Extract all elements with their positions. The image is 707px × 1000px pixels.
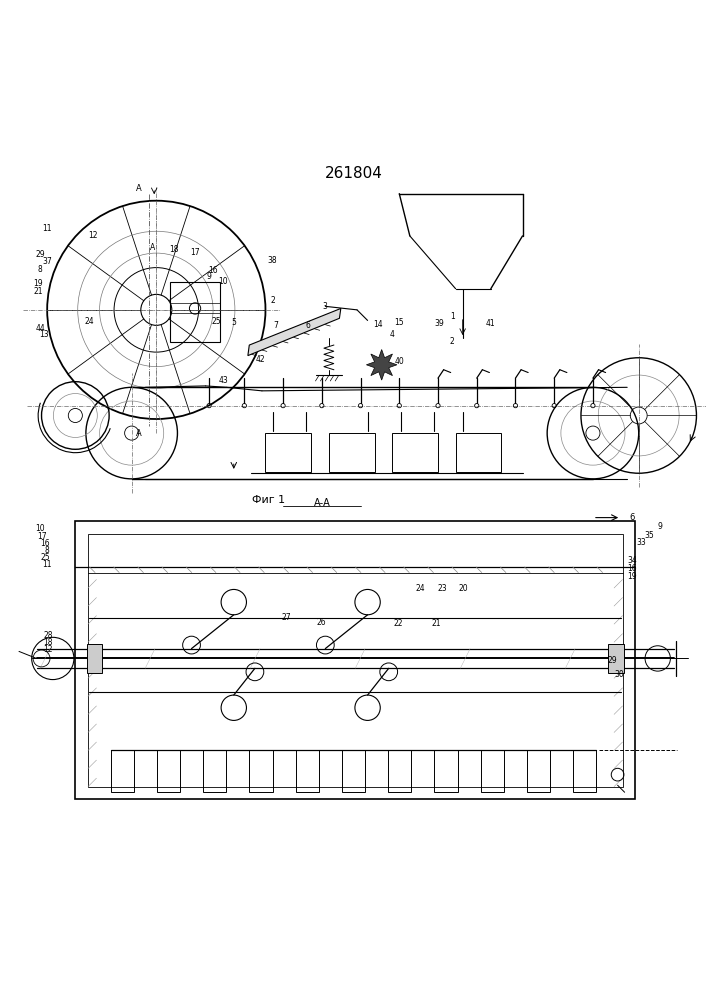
Bar: [250, 750, 272, 792]
Bar: [157, 750, 180, 792]
Text: 25: 25: [211, 317, 221, 326]
Bar: [265, 433, 311, 472]
Text: 35: 35: [644, 531, 654, 540]
Bar: [170, 282, 220, 342]
Text: А: А: [136, 184, 141, 193]
Bar: [110, 750, 134, 792]
Text: 18: 18: [169, 245, 179, 254]
Text: 28: 28: [43, 631, 52, 640]
Text: 41: 41: [486, 319, 496, 328]
Text: 26: 26: [317, 618, 327, 627]
Bar: [342, 750, 365, 792]
Text: 7: 7: [274, 321, 279, 330]
Text: 44: 44: [35, 324, 45, 333]
Text: 19: 19: [33, 279, 43, 288]
Text: 11: 11: [42, 560, 51, 569]
Bar: [86, 644, 102, 673]
Bar: [481, 750, 504, 792]
Polygon shape: [366, 350, 397, 380]
Bar: [573, 750, 597, 792]
Text: 12: 12: [88, 231, 98, 240]
Text: 17: 17: [37, 532, 47, 541]
Text: 2: 2: [270, 296, 275, 305]
Text: 9: 9: [206, 272, 211, 281]
Text: 21: 21: [432, 619, 441, 628]
Text: 29: 29: [35, 250, 45, 259]
Text: А: А: [136, 429, 141, 438]
Text: 2: 2: [450, 337, 455, 346]
Text: 25: 25: [40, 553, 50, 562]
Text: 8: 8: [37, 265, 42, 274]
Text: 15: 15: [395, 318, 404, 327]
Text: 40: 40: [395, 357, 404, 366]
Text: 17: 17: [190, 248, 200, 257]
Text: 30: 30: [615, 670, 624, 679]
Bar: [329, 433, 375, 472]
Text: 16: 16: [208, 266, 218, 275]
Text: 261804: 261804: [325, 166, 382, 181]
Text: 9: 9: [658, 522, 662, 531]
Bar: [609, 644, 624, 673]
Text: 8: 8: [44, 546, 49, 555]
Text: A: A: [150, 243, 156, 252]
Text: 6: 6: [305, 321, 310, 330]
Text: 19: 19: [628, 572, 637, 581]
Text: 37: 37: [42, 257, 52, 266]
Text: 43: 43: [218, 376, 228, 385]
Text: 12: 12: [43, 645, 52, 654]
Text: 14: 14: [373, 320, 383, 329]
Text: 38: 38: [268, 256, 277, 265]
Text: 27: 27: [282, 613, 291, 622]
Text: 6: 6: [629, 513, 634, 522]
Text: 4: 4: [390, 330, 395, 339]
Polygon shape: [248, 308, 341, 356]
Text: 11: 11: [42, 224, 52, 233]
Text: 24: 24: [85, 317, 94, 326]
Text: 10: 10: [218, 277, 228, 286]
Text: 1: 1: [450, 312, 455, 321]
Text: 16: 16: [628, 564, 637, 573]
Text: 34: 34: [628, 556, 637, 565]
Text: 23: 23: [438, 584, 447, 593]
Text: 39: 39: [435, 319, 444, 328]
Text: 21: 21: [33, 287, 42, 296]
Bar: [392, 433, 438, 472]
Text: 33: 33: [636, 538, 645, 547]
Text: 22: 22: [394, 619, 403, 628]
Text: 10: 10: [35, 524, 45, 533]
Bar: [388, 750, 411, 792]
Text: 29: 29: [608, 656, 617, 665]
Text: Фиг 1: Фиг 1: [252, 495, 286, 505]
Bar: [435, 750, 457, 792]
Bar: [203, 750, 226, 792]
Text: 3: 3: [323, 302, 328, 311]
Bar: [527, 750, 550, 792]
Text: А-А: А-А: [313, 498, 330, 508]
Text: 16: 16: [40, 539, 50, 548]
Text: 20: 20: [459, 584, 468, 593]
Bar: [296, 750, 319, 792]
Bar: [455, 433, 501, 472]
Bar: [88, 534, 622, 787]
Text: 18: 18: [43, 638, 52, 647]
Text: 5: 5: [231, 318, 236, 327]
Bar: [76, 521, 635, 799]
Text: 13: 13: [39, 330, 49, 339]
Text: 24: 24: [416, 584, 425, 593]
Text: 42: 42: [256, 355, 265, 364]
